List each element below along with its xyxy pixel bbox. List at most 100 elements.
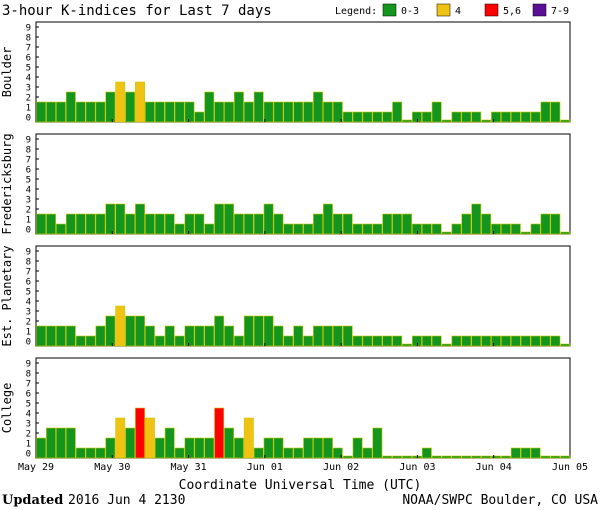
bar [392,101,403,123]
bar [451,223,462,235]
bar [451,455,462,459]
x-tick-label: May 29 [18,462,54,473]
bar [402,455,412,459]
y-tick-label: 4 [26,74,31,84]
bar [164,427,175,459]
y-tick-label: 0 [26,114,31,124]
y-tick-label: 7 [26,44,31,54]
bar [520,447,531,459]
bar [530,447,541,459]
bar [293,447,304,459]
bar [520,111,531,123]
bar [135,81,145,123]
x-tick-label: Jun 05 [552,462,588,473]
y-tick-label: 6 [26,278,31,288]
bar [491,223,501,235]
bar [303,437,314,459]
bar [500,223,511,235]
bar [481,455,492,459]
bar [342,455,353,459]
legend-swatch [532,3,547,17]
bar [164,213,175,235]
bar [550,101,561,123]
y-tick-label: 4 [26,186,31,196]
bar [36,101,47,123]
bar [154,335,165,347]
bar [263,101,274,123]
bar [382,111,393,123]
bar [65,213,76,235]
y-tick-label: 8 [26,146,31,156]
bar [491,111,501,123]
y-tick-label: 5 [26,400,31,410]
bar [46,427,56,459]
bar [342,325,353,347]
bar [36,213,47,235]
bar [75,335,86,347]
bar [85,335,96,347]
y-tick-label: 7 [26,156,31,166]
bar [491,455,501,459]
bar [322,437,333,459]
bar [461,213,472,235]
bar [204,91,215,123]
bar [372,335,383,347]
bar [233,91,244,123]
bar [471,455,482,459]
bar [214,315,225,347]
y-tick-label: 2 [26,318,31,328]
bar [471,335,482,347]
bar [184,213,195,235]
bar [441,455,452,459]
bar [530,335,541,347]
bar [273,101,284,123]
y-tick-label: 2 [26,94,31,104]
panels: 0123456789Boulder0123456789Fredericksbur… [0,21,571,460]
updated-time: 2016 Jun 4 2130 [68,493,185,508]
bar [303,101,314,123]
y-tick-label: 9 [26,360,31,370]
bar [322,101,333,123]
bar [204,437,215,459]
bar [332,447,343,459]
y-tick-label: 1 [26,440,31,450]
bar [85,101,96,123]
x-tick-label: Jun 03 [399,462,435,473]
bar [204,223,215,235]
bar [85,447,96,459]
bar [65,325,76,347]
bar [322,203,333,235]
y-tick-label: 9 [26,136,31,146]
bar [342,213,353,235]
bar [115,203,126,235]
bar [500,111,511,123]
bar [540,335,551,347]
bar [382,213,393,235]
bar [352,111,363,123]
chart-title: 3-hour K-indices for Last 7 days [2,3,272,19]
bar [115,305,126,347]
bar [313,325,323,347]
legend-swatch [436,3,451,17]
bar [342,111,353,123]
bar [46,325,56,347]
bar [362,111,373,123]
bar [293,223,304,235]
bar [65,91,76,123]
bar [214,101,225,123]
y-tick-label: 4 [26,410,31,420]
bar [144,325,155,347]
x-tick-label: Jun 04 [476,462,512,473]
bar [451,111,462,123]
bar [293,325,304,347]
bar [115,81,126,123]
bar [135,315,145,347]
bar [481,119,492,123]
bar [431,455,442,459]
bar [500,455,511,459]
y-tick-label: 3 [26,196,31,206]
bar [243,101,254,123]
